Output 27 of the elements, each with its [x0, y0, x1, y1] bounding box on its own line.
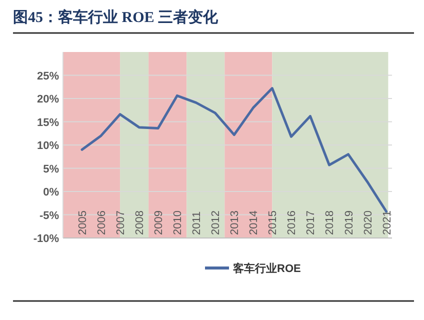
x-tick-label: 2005: [77, 210, 90, 235]
x-tick-label: 2009: [153, 210, 166, 235]
x-tick-label: 2013: [229, 210, 242, 235]
x-tick-label: 2017: [305, 210, 318, 235]
y-tick-label: -5%: [39, 210, 60, 222]
y-tick-label: 0%: [43, 186, 60, 198]
x-tick-label: 2018: [324, 210, 336, 235]
y-tick-label: 5%: [43, 163, 60, 176]
x-tick-label: 2016: [286, 210, 298, 235]
x-tick-label: 2021: [381, 210, 394, 235]
x-tick-label: 2006: [96, 210, 108, 235]
x-tick-label: 2014: [248, 210, 260, 235]
x-tick-label: 2012: [210, 210, 222, 235]
y-tick-label: 10%: [36, 140, 60, 152]
y-tick-label: 15%: [36, 116, 60, 129]
x-tick-label: 2010: [172, 210, 184, 235]
y-tick-label: 25%: [36, 70, 60, 82]
x-tick-label: 2019: [343, 210, 356, 235]
x-tick-label: 2008: [134, 210, 146, 235]
y-tick-label: 20%: [36, 94, 60, 106]
x-tick-label: 2007: [115, 210, 128, 235]
legend-label: 客车行业ROE: [232, 262, 301, 275]
chart-title: 图45：客车行业 ROE 三者变化: [13, 8, 220, 26]
x-tick-label: 2011: [191, 211, 204, 235]
x-tick-label: 2015: [267, 210, 280, 235]
y-tick-label: -10%: [33, 233, 60, 245]
x-tick-label: 2020: [362, 210, 374, 235]
